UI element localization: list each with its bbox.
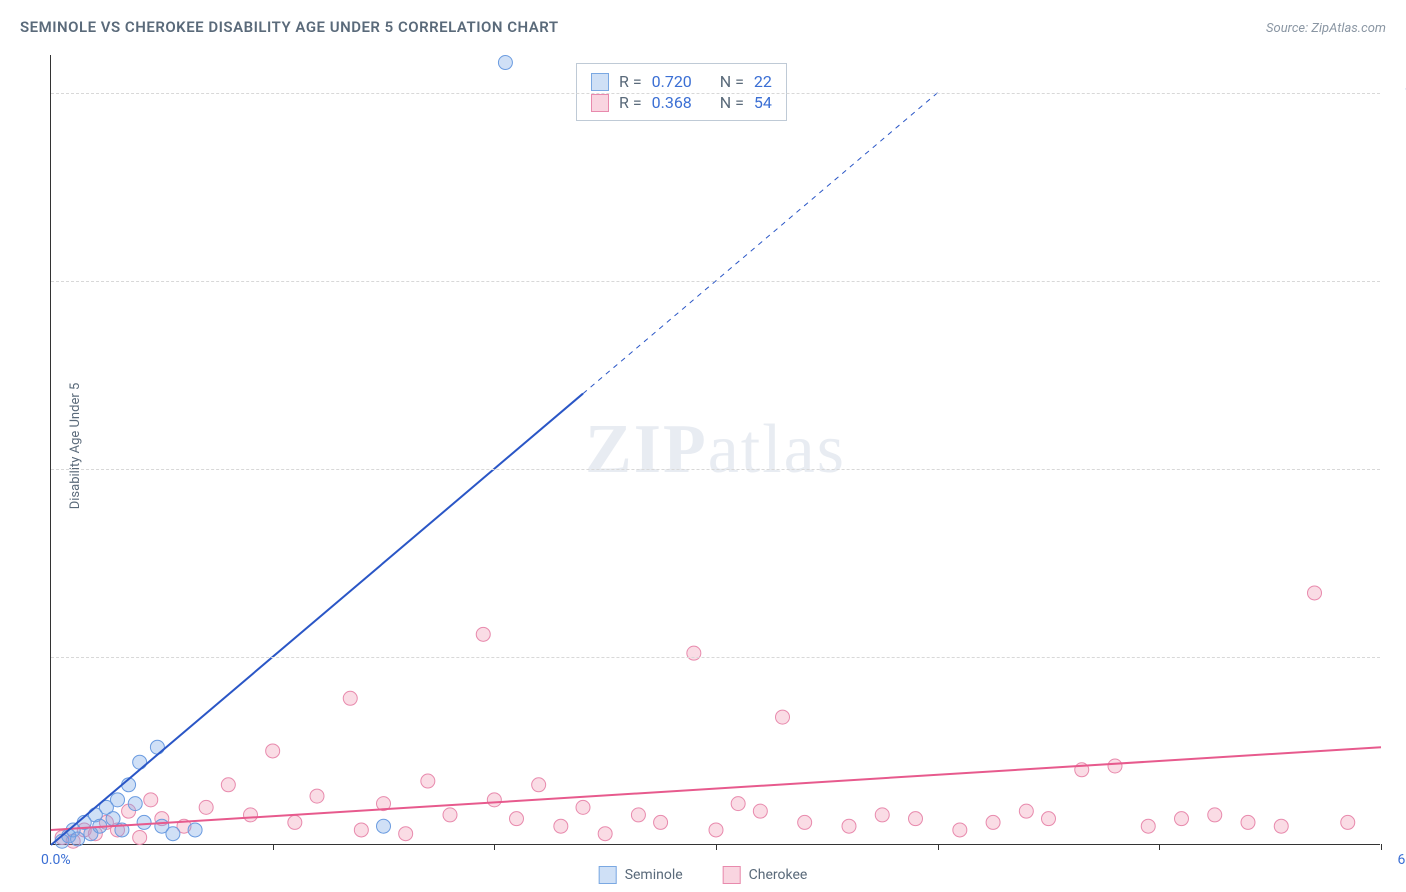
label-n: N = <box>720 72 744 91</box>
swatch-cherokee <box>591 94 609 112</box>
x-tick <box>494 844 495 850</box>
gridline <box>51 281 1380 282</box>
stat-r-cherokee: 0.368 <box>652 93 692 112</box>
x-tick <box>273 844 274 850</box>
legend-label-cherokee: Cherokee <box>749 867 808 883</box>
x-tick <box>716 844 717 850</box>
legend-item-seminole: Seminole <box>599 866 683 884</box>
chart-source: Source: ZipAtlas.com <box>1266 21 1386 36</box>
legend: Seminole Cherokee <box>599 866 808 884</box>
gridline <box>51 93 1380 94</box>
swatch-seminole-icon <box>599 866 617 884</box>
swatch-seminole <box>591 73 609 91</box>
chart-title: SEMINOLE VS CHEROKEE DISABILITY AGE UNDE… <box>20 18 559 36</box>
x-tick <box>1381 844 1382 850</box>
stat-r-seminole: 0.720 <box>652 72 692 91</box>
x-tick <box>938 844 939 850</box>
legend-label-seminole: Seminole <box>625 867 683 883</box>
stats-row-cherokee: R = 0.368 N = 54 <box>591 93 772 112</box>
axis-origin-label: 0.0% <box>41 852 71 868</box>
stat-n-cherokee: 54 <box>754 93 772 112</box>
plot-area: ZIPatlas R = 0.720 N = 22 R = 0.368 N = … <box>50 55 1380 845</box>
label-r: R = <box>619 93 642 112</box>
label-r: R = <box>619 72 642 91</box>
x-tick <box>1159 844 1160 850</box>
label-n: N = <box>720 93 744 112</box>
gridline <box>51 657 1380 658</box>
stats-row-seminole: R = 0.720 N = 22 <box>591 72 772 91</box>
gridline <box>51 469 1380 470</box>
stat-n-seminole: 22 <box>754 72 772 91</box>
legend-item-cherokee: Cherokee <box>723 866 808 884</box>
chart-header: SEMINOLE VS CHEROKEE DISABILITY AGE UNDE… <box>20 18 1386 36</box>
plot-svg <box>51 55 1380 844</box>
x-end-label: 60.0% <box>1397 852 1406 868</box>
swatch-cherokee-icon <box>723 866 741 884</box>
